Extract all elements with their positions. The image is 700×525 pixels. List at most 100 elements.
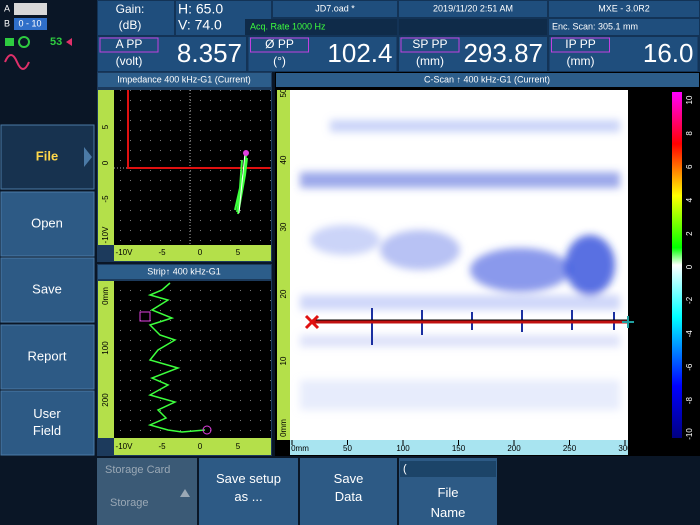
reading-value: 16.0: [643, 38, 694, 68]
menu-button[interactable]: [0, 191, 95, 257]
empty-cell: [399, 19, 547, 35]
menu-button[interactable]: [0, 257, 95, 323]
status: A B 0 - 10 53: [4, 3, 72, 70]
x-tick-label: 5: [236, 442, 241, 451]
status-b-box: [14, 18, 47, 30]
y-tick-label: 50: [279, 88, 288, 97]
status-b: B: [4, 18, 10, 28]
datetime: 2019/11/20 2:51 AM: [433, 3, 513, 13]
file-cell: [273, 1, 397, 17]
colorbar: [672, 92, 682, 438]
menu-button[interactable]: [0, 390, 95, 456]
reading-cell: [549, 37, 698, 71]
menu-label[interactable]: File: [36, 148, 58, 163]
y-tick-label: 8: [685, 131, 694, 136]
strip-trace: [147, 282, 206, 433]
storage-arrow: [180, 489, 190, 497]
y-tick-label: 4: [685, 197, 694, 202]
y-tick-label: 0mm: [101, 287, 110, 305]
gain-unit: (dB): [119, 18, 142, 32]
reading-value: 102.4: [327, 38, 392, 68]
y-tick-label: 20: [279, 289, 288, 298]
y-tick-label: 6: [685, 164, 694, 169]
y-tick-label: -4: [685, 330, 694, 338]
cscan-panel: C-Scan ↑ 400 kHz-G1 (Current) 0mm1020304…: [275, 72, 700, 456]
y-tick-label: 2: [685, 231, 694, 236]
save-data-button[interactable]: [300, 458, 397, 525]
probe-icon: [4, 54, 30, 70]
file-name-wrap: File Name: [430, 485, 466, 520]
reading-unit: (°): [273, 54, 286, 68]
y-tick-label: 40: [279, 155, 288, 164]
storage-button[interactable]: [97, 458, 197, 525]
alarm-icon: [66, 38, 72, 46]
reading-cell: [399, 37, 547, 71]
x-ruler: [290, 440, 628, 455]
x-tick-label: 0: [198, 442, 203, 451]
x-tick-label: 5: [236, 248, 241, 257]
acq-cell: [245, 19, 397, 35]
y-ruler: [98, 90, 114, 245]
reading-label-box: [250, 37, 309, 53]
reading-label-box: [400, 37, 460, 53]
y-tick-label: -2: [685, 296, 694, 304]
strip-title: Strip↑ 400 kHz-G1: [147, 266, 221, 276]
file-input: (: [403, 463, 407, 475]
battery-icon: [5, 38, 14, 46]
reading-name: A PP: [116, 37, 143, 51]
menu-button[interactable]: [0, 124, 95, 190]
date-cell: [399, 1, 547, 17]
x-tick-label: 50: [343, 444, 352, 453]
version: MXE - 3.0R2: [598, 3, 650, 13]
menu-label[interactable]: Save: [32, 281, 62, 296]
reading-name: SP PP: [412, 37, 447, 51]
x-tick-label: 250: [563, 444, 577, 453]
save-setup-button[interactable]: [199, 458, 298, 525]
file: JD7.oad *: [315, 3, 355, 13]
x-tick-label: 300: [618, 444, 632, 453]
panel-title-bar: [98, 73, 271, 87]
lissajous-dot: [243, 150, 249, 156]
x-tick-label: -5: [158, 248, 166, 257]
y-tick-label: 0: [101, 160, 110, 165]
save-setup[interactable]: Save setup as ...: [215, 471, 282, 504]
reading-unit: (mm): [567, 54, 595, 68]
y-tick-label: -6: [685, 363, 694, 371]
strip-panel: Strip↑ 400 kHz-G1 0mm 100 200 -10V -5 0 5: [97, 264, 272, 456]
panel-title-bar: [276, 73, 699, 87]
file-name[interactable]: File Name: [430, 485, 466, 520]
y-ruler: [277, 90, 290, 440]
reading-name: IP PP: [565, 37, 595, 51]
gain-cell: [98, 1, 174, 35]
cursor-start: [304, 314, 320, 330]
alarm-box: [127, 90, 270, 169]
menu-pointer: [84, 147, 92, 167]
impedance-panel: Impedance 400 kHz-G1 (Current) 50-5-10V-…: [97, 72, 272, 262]
reading-label-box: [99, 37, 159, 53]
y-ruler: [98, 281, 114, 438]
cscan-title: C-Scan ↑ 400 kHz-G1 (Current): [424, 74, 550, 84]
status-range: 0 - 10: [18, 18, 41, 28]
menu-label[interactable]: Report: [27, 348, 66, 363]
grid: [114, 281, 271, 438]
acq-rate: Acq. Rate 1000 Hz: [250, 21, 326, 31]
save-data[interactable]: Save Data: [333, 471, 364, 504]
y-tick-label: -8: [685, 396, 694, 404]
lissajous-vector: [238, 152, 246, 214]
version-cell: [549, 1, 699, 17]
reading-name: Ø PP: [265, 37, 294, 51]
save-setup-wrap: Save setup as ...: [215, 471, 282, 504]
menu-label[interactable]: User: [33, 406, 61, 421]
menu-label[interactable]: Field: [33, 423, 61, 438]
menu-button[interactable]: [0, 324, 95, 390]
y-tick-label: 0: [685, 264, 694, 269]
file-name-input[interactable]: [400, 461, 496, 477]
reading-cell: [248, 37, 397, 71]
x-tick-label: -10V: [116, 442, 134, 451]
x-ruler: [114, 438, 271, 455]
menu-label[interactable]: Open: [31, 215, 63, 230]
x-tick-label: 200: [507, 444, 521, 453]
x-tick-label: 0mm: [291, 444, 309, 453]
menu: File Open Save Report User Field: [0, 124, 95, 456]
x-ruler: [114, 245, 271, 261]
